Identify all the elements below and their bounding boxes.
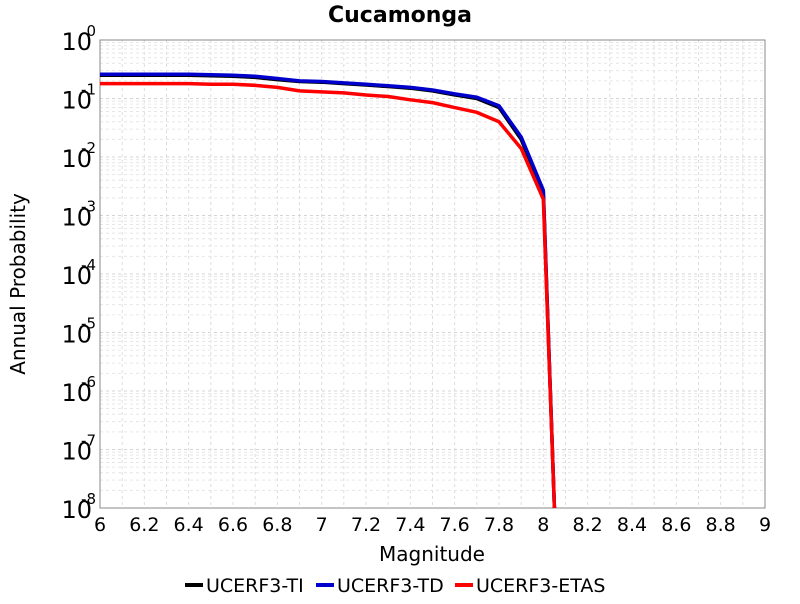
series-line-ucerf3-td [100,72,557,509]
x-tick-label: 6 [94,514,106,536]
x-tick-label: 8.4 [617,514,647,536]
x-tick-label: 7.6 [440,514,470,536]
x-tick-label: 7.8 [484,514,514,536]
y-tick-exponent: -5 [81,315,96,333]
y-tick-exponent: -1 [81,81,96,99]
y-tick-exponent: 0 [86,22,96,40]
legend-label: UCERF3-TI [206,575,304,597]
x-tick-label: 7 [316,514,328,536]
y-tick-exponent: -7 [81,432,96,450]
x-tick-label: 6.2 [129,514,159,536]
y-tick-label: 10 [61,262,92,290]
y-tick-label: 10 [61,145,92,173]
y-tick-label: 10 [61,496,92,524]
chart-title: Cucamonga [328,3,472,28]
y-tick-label: 10 [61,321,92,349]
x-tick-label: 8.8 [706,514,736,536]
y-tick-exponent: -2 [81,139,96,157]
x-tick-label: 9 [759,514,771,536]
x-tick-label: 8.6 [661,514,691,536]
y-tick-label: 10 [61,438,92,466]
legend-label: UCERF3-ETAS [476,575,605,597]
y-tick-exponent: -8 [81,490,96,508]
y-axis-label: Annual Probability [6,193,30,375]
x-tick-label: 6.6 [218,514,248,536]
y-tick-label: 10 [61,379,92,407]
series-line-ucerf3-etas [100,81,557,509]
y-tick-label: 10 [61,204,92,232]
x-tick-labels: 6 6.2 6.4 6.6 6.8 7 7.2 7.4 7.6 7.8 8 8.2 8.4 8.6 8.8 9 [94,514,771,536]
plot-area [99,39,766,509]
y-tick-exponent: -6 [81,373,96,391]
y-tick-exponent: -4 [81,256,96,274]
legend: UCERF3-TI UCERF3-TD UCERF3-ETAS [185,575,605,597]
x-tick-label: 7.2 [351,514,381,536]
x-tick-label: 6.8 [262,514,292,536]
x-tick-label: 8 [537,514,549,536]
x-tick-label: 7.4 [395,514,425,536]
legend-label: UCERF3-TD [337,575,444,597]
x-tick-label: 8.2 [573,514,603,536]
series-layer [100,72,557,509]
y-tick-label: 10 [61,28,92,56]
x-axis-label: Magnitude [379,542,485,566]
y-tick-exponent: -3 [81,198,96,216]
y-tick-label: 10 [61,87,92,115]
x-tick-label: 6.4 [174,514,204,536]
grid [99,40,766,509]
